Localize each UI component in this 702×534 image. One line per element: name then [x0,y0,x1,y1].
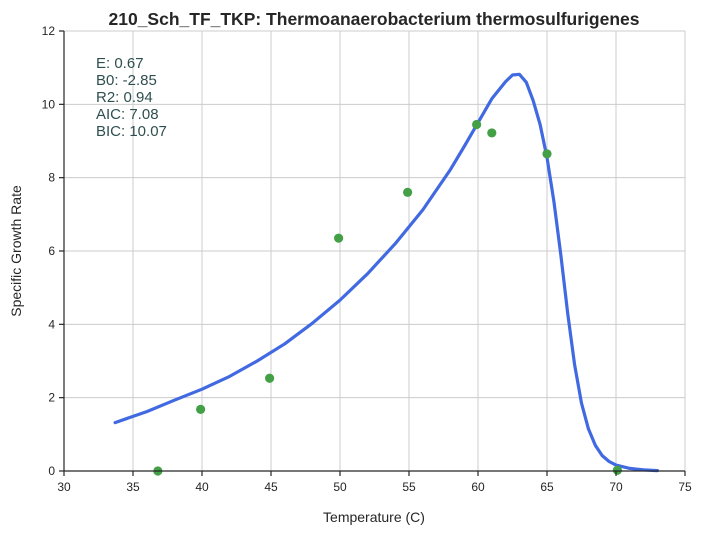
data-point [196,405,205,414]
x-tick-labels: 30 35 40 45 50 55 60 65 70 75 [57,471,692,494]
x-tick-label: 45 [264,480,278,494]
y-tick-label: 0 [48,464,55,478]
x-tick-label: 70 [609,480,623,494]
y-tick-label: 10 [42,97,56,111]
plot-area [115,74,657,475]
fit-stat-line: E: 0.67 [96,55,144,72]
data-point [542,149,551,158]
fit-stat-line: AIC: 7.08 [96,106,159,123]
data-point [613,466,622,475]
x-tick-label: 60 [471,480,485,494]
chart-title: 210_Sch_TF_TKP: Thermoanaerobacterium th… [109,9,640,29]
y-tick-label: 8 [48,171,55,185]
x-tick-label: 50 [333,480,347,494]
grid [64,31,685,471]
y-axis-label: Specific Growth Rate [8,185,24,317]
data-point [334,234,343,243]
x-tick-label: 35 [126,480,140,494]
fit-stat-line: BIC: 10.07 [96,123,167,140]
data-point [403,188,412,197]
y-tick-label: 4 [48,317,55,331]
x-tick-label: 65 [540,480,554,494]
x-tick-label: 40 [195,480,209,494]
y-tick-label: 2 [48,391,55,405]
fit-stat-line: B0: -2.85 [96,72,157,89]
x-tick-label: 30 [57,480,71,494]
x-tick-label: 55 [402,480,416,494]
y-tick-label: 6 [48,244,55,258]
y-tick-label: 12 [42,24,56,38]
data-point [472,120,481,129]
data-point [265,374,274,383]
x-tick-label: 75 [678,480,692,494]
y-tick-labels: 0 2 4 6 8 10 12 [42,24,64,478]
fit-stat-line: R2: 0.94 [96,89,153,106]
x-axis-label: Temperature (C) [323,509,425,525]
data-point [487,128,496,137]
